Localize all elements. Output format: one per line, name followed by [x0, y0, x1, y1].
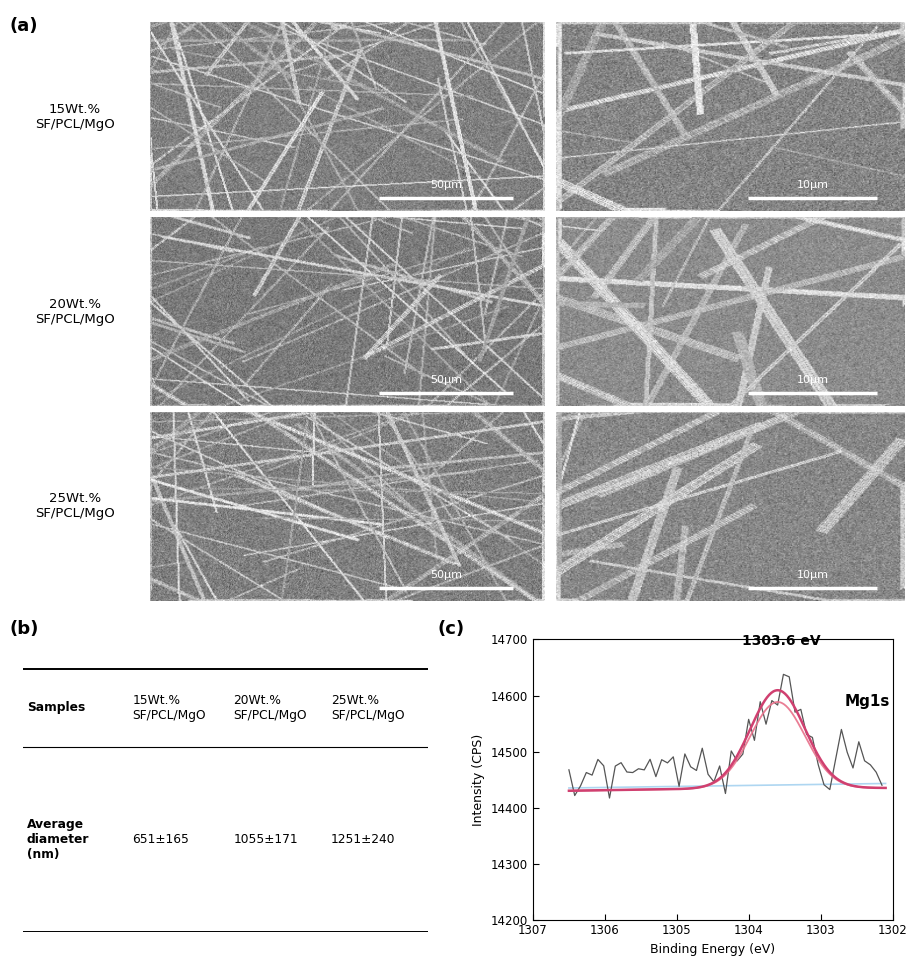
Y-axis label: Intensity (CPS): Intensity (CPS) — [472, 733, 486, 826]
Text: 20Wt.%
SF/PCL/MgO: 20Wt.% SF/PCL/MgO — [35, 298, 115, 326]
Text: 10μm: 10μm — [797, 181, 829, 190]
X-axis label: Binding Energy (eV): Binding Energy (eV) — [650, 943, 775, 956]
Text: (b): (b) — [9, 620, 38, 639]
Text: 15Wt.%
SF/PCL/MgO: 15Wt.% SF/PCL/MgO — [132, 694, 206, 722]
Text: Mg1s: Mg1s — [844, 694, 890, 709]
Text: 25Wt.%
SF/PCL/MgO: 25Wt.% SF/PCL/MgO — [35, 493, 115, 521]
Text: 1055±171: 1055±171 — [233, 833, 298, 846]
Text: Average
diameter
(nm): Average diameter (nm) — [26, 818, 89, 861]
Text: 10μm: 10μm — [797, 570, 829, 580]
Text: 651±165: 651±165 — [132, 833, 189, 846]
Text: 20Wt.%
SF/PCL/MgO: 20Wt.% SF/PCL/MgO — [233, 694, 307, 722]
Text: (c): (c) — [437, 620, 465, 639]
Text: 50μm: 50μm — [430, 375, 462, 385]
Text: 1303.6 eV: 1303.6 eV — [742, 634, 821, 648]
Text: 1251±240: 1251±240 — [331, 833, 395, 846]
Text: 50μm: 50μm — [430, 570, 462, 580]
Text: Samples: Samples — [26, 701, 85, 714]
Text: 10μm: 10μm — [797, 375, 829, 385]
Text: 25Wt.%
SF/PCL/MgO: 25Wt.% SF/PCL/MgO — [331, 694, 404, 722]
Text: (a): (a) — [9, 17, 37, 36]
Text: 50μm: 50μm — [430, 181, 462, 190]
Text: 15Wt.%
SF/PCL/MgO: 15Wt.% SF/PCL/MgO — [35, 102, 115, 130]
